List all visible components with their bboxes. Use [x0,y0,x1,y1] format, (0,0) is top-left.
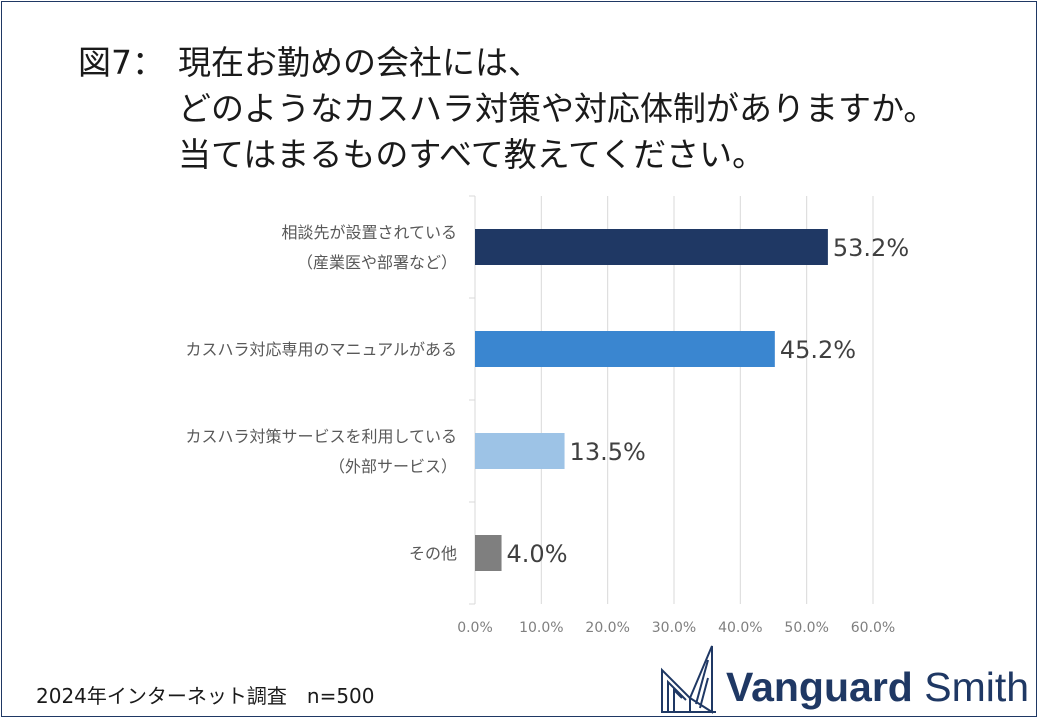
data-label: 53.2% [833,234,909,262]
logo-word-smith: Smith [924,664,1030,710]
x-tick-label: 30.0% [652,620,696,636]
bar [475,229,828,265]
x-tick-label: 40.0% [718,620,762,636]
category-label: 相談先が設置されている [281,223,457,242]
chart-title: 図7： 現在お勤めの会社には、 どのようなカスハラ対策や対応体制がありますか。 当… [78,40,936,178]
title-line-3: 当てはまるものすべて教えてください。 [178,135,766,174]
category-label: （産業医や部署など） [297,253,457,272]
data-label: 4.0% [507,540,568,568]
x-tick-label: 50.0% [784,620,828,636]
x-tick-label: 10.0% [519,620,563,636]
bar [475,535,502,571]
category-label: その他 [409,544,457,563]
title-line-2: どのようなカスハラ対策や対応体制がありますか。 [178,89,937,128]
data-label: 45.2% [780,336,856,364]
x-tick-label: 0.0% [457,620,493,636]
logo-mark-icon [661,645,716,714]
vanguard-smith-logo: Vanguard Smith [660,640,1030,716]
bar [475,331,775,367]
x-tick-label: 60.0% [851,620,895,636]
category-label: カスハラ対応専用のマニュアルがある [185,340,457,359]
survey-note: 2024年インターネット調査 n=500 [36,684,375,708]
category-label: （外部サービス） [329,457,457,476]
data-label: 13.5% [570,438,646,466]
title-line-1: 現在お勤めの会社には、 [178,43,541,82]
figure-number: 図7： [78,43,165,82]
category-label: カスハラ対策サービスを利用している [185,427,457,446]
bar [475,433,565,469]
logo-word-vanguard: Vanguard [726,664,913,710]
x-tick-label: 20.0% [585,620,629,636]
